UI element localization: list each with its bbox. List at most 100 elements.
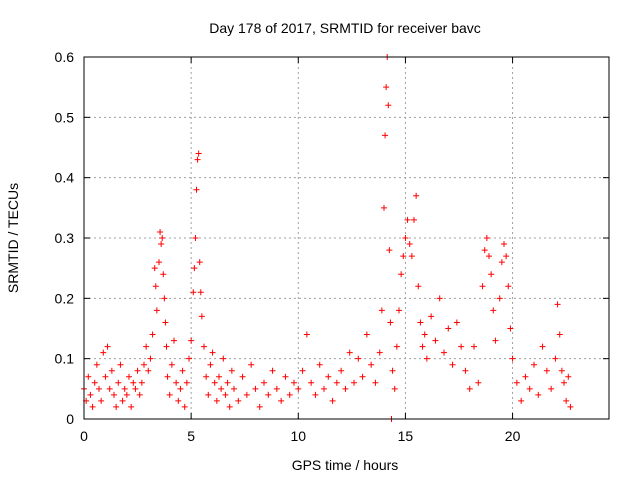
x-tick-label: 0 bbox=[80, 428, 88, 444]
data-point bbox=[291, 379, 297, 386]
data-point bbox=[415, 283, 422, 290]
data-point bbox=[216, 373, 222, 380]
data-point bbox=[563, 397, 570, 404]
data-point bbox=[567, 403, 574, 410]
data-point bbox=[458, 343, 465, 350]
data-point bbox=[152, 283, 159, 290]
data-point bbox=[419, 343, 426, 350]
data-point bbox=[228, 367, 235, 374]
data-point bbox=[117, 361, 124, 368]
data-point bbox=[338, 367, 345, 374]
data-point bbox=[423, 355, 430, 362]
data-point bbox=[134, 367, 141, 374]
data-point bbox=[498, 259, 505, 266]
y-tick-label: 0 bbox=[66, 411, 74, 427]
data-point bbox=[441, 349, 447, 356]
data-point bbox=[123, 391, 130, 398]
data-point bbox=[432, 337, 439, 344]
data-point bbox=[138, 379, 145, 386]
data-point bbox=[119, 397, 126, 404]
data-point bbox=[113, 403, 120, 410]
data-point bbox=[136, 391, 143, 398]
data-point bbox=[171, 337, 177, 344]
data-point bbox=[376, 349, 383, 356]
data-point bbox=[398, 271, 405, 278]
data-point bbox=[226, 403, 233, 410]
x-tick-label: 5 bbox=[187, 428, 195, 444]
data-point bbox=[162, 319, 169, 326]
data-point bbox=[191, 265, 198, 272]
data-point bbox=[175, 397, 182, 404]
data-point bbox=[201, 343, 207, 350]
data-point bbox=[346, 349, 353, 356]
data-point bbox=[198, 313, 205, 320]
data-point bbox=[355, 355, 362, 362]
data-point bbox=[147, 355, 154, 362]
data-point bbox=[316, 361, 323, 368]
data-point bbox=[265, 391, 272, 398]
data-point bbox=[396, 307, 402, 314]
data-point bbox=[548, 385, 555, 392]
data-point bbox=[149, 331, 156, 338]
data-point bbox=[98, 397, 105, 404]
data-point bbox=[220, 355, 227, 362]
data-point bbox=[153, 307, 160, 314]
data-point bbox=[164, 373, 171, 380]
data-point bbox=[385, 102, 392, 109]
data-point bbox=[163, 343, 170, 350]
data-point bbox=[168, 361, 175, 368]
data-point bbox=[509, 355, 516, 362]
data-point bbox=[115, 379, 122, 386]
data-point bbox=[393, 343, 400, 350]
data-point bbox=[351, 379, 357, 386]
data-point bbox=[183, 379, 190, 386]
data-point bbox=[211, 379, 218, 386]
data-point bbox=[400, 253, 407, 260]
data-points bbox=[81, 54, 574, 422]
data-point bbox=[554, 301, 561, 308]
x-tick-label: 10 bbox=[290, 428, 306, 444]
data-point bbox=[161, 295, 168, 302]
data-point bbox=[303, 331, 310, 338]
data-point bbox=[231, 385, 237, 392]
data-point bbox=[539, 343, 546, 350]
data-point bbox=[177, 385, 184, 392]
data-point bbox=[213, 397, 220, 404]
data-point bbox=[235, 397, 242, 404]
data-point bbox=[239, 373, 246, 380]
data-point bbox=[363, 331, 370, 338]
data-point bbox=[552, 355, 559, 362]
x-tick-label: 20 bbox=[505, 428, 521, 444]
data-point bbox=[413, 192, 420, 199]
data-point bbox=[513, 379, 520, 386]
data-point bbox=[503, 253, 510, 260]
data-point bbox=[179, 367, 186, 374]
data-point bbox=[404, 216, 411, 223]
data-point bbox=[278, 397, 285, 404]
data-point bbox=[252, 385, 259, 392]
data-point bbox=[535, 391, 542, 398]
data-point bbox=[209, 349, 216, 356]
data-point bbox=[104, 343, 111, 350]
data-point bbox=[486, 253, 492, 260]
data-point bbox=[299, 367, 306, 374]
data-point bbox=[558, 367, 565, 374]
y-tick-label: 0.3 bbox=[55, 230, 75, 246]
data-point bbox=[481, 247, 488, 254]
data-point bbox=[436, 295, 443, 302]
data-point bbox=[387, 319, 394, 326]
data-point bbox=[224, 379, 231, 386]
data-point bbox=[132, 385, 139, 392]
data-point bbox=[160, 271, 167, 278]
data-point bbox=[85, 373, 92, 380]
data-point bbox=[195, 150, 202, 157]
data-point bbox=[359, 373, 366, 380]
data-point bbox=[87, 391, 94, 398]
data-point bbox=[325, 373, 332, 380]
data-point bbox=[479, 283, 486, 290]
data-point bbox=[417, 319, 424, 326]
data-point bbox=[128, 403, 135, 410]
data-point bbox=[543, 367, 550, 374]
data-point bbox=[194, 156, 201, 163]
